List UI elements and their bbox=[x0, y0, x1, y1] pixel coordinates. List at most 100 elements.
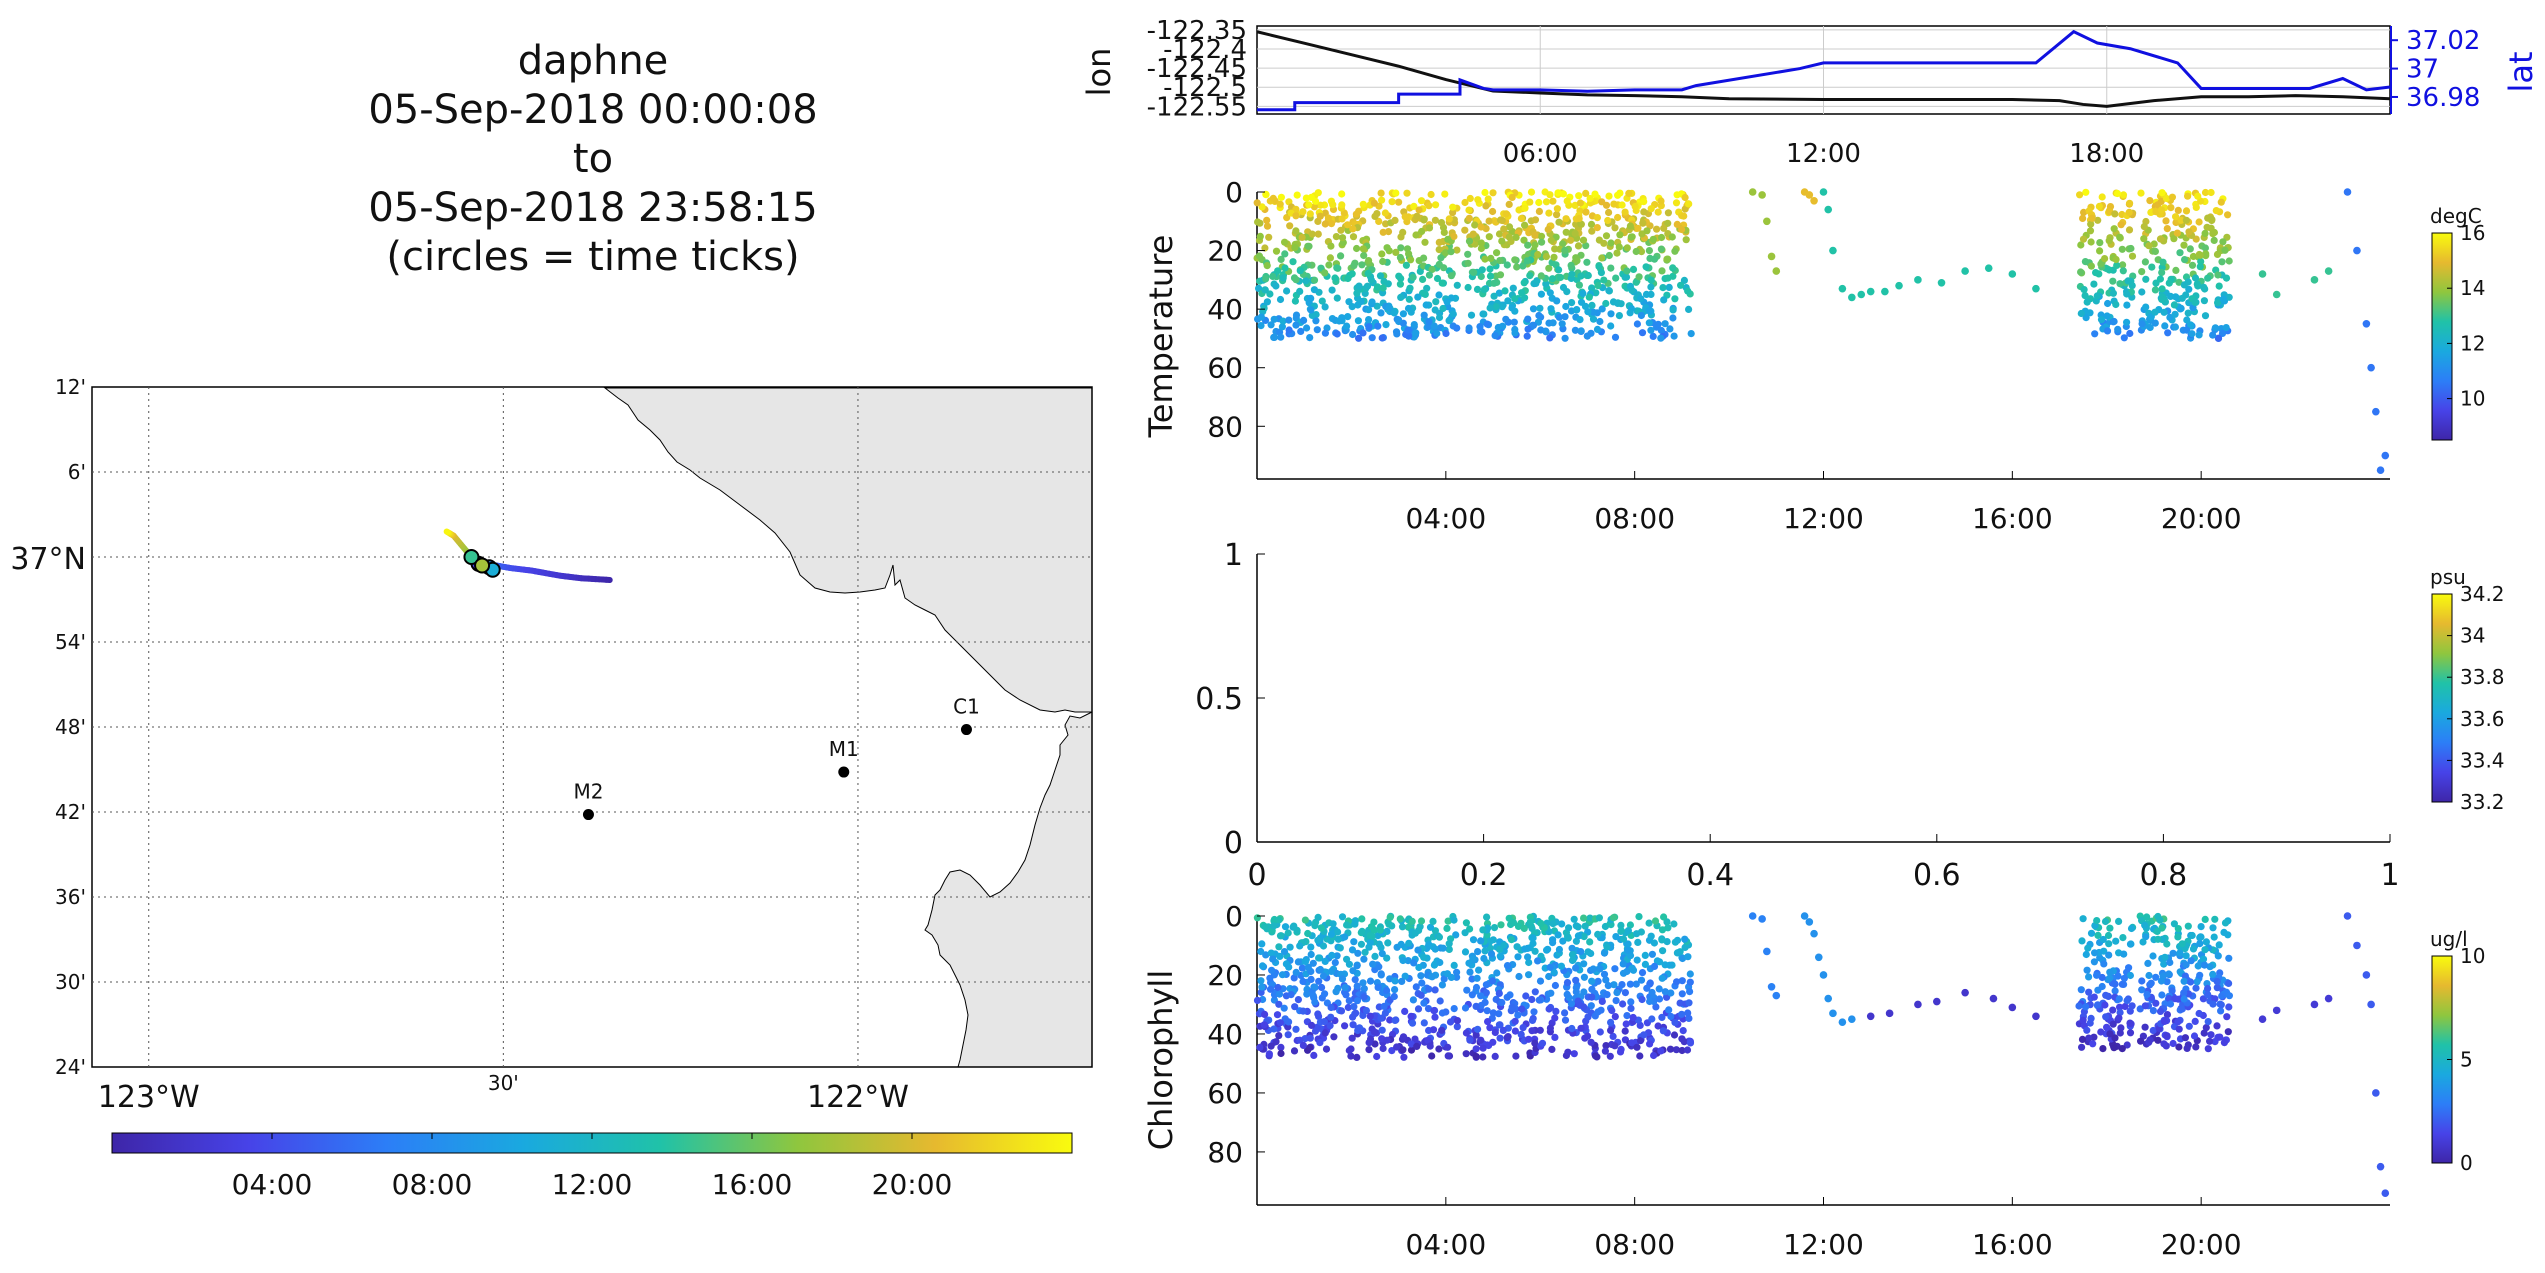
temperature-point bbox=[1440, 228, 1448, 236]
temperature-y-tick: 0 bbox=[1225, 176, 1243, 209]
chlorophyll-point bbox=[1365, 1039, 1373, 1047]
chlorophyll-point bbox=[2185, 1022, 2193, 1030]
chlorophyll-point bbox=[1258, 940, 1266, 948]
temperature-point bbox=[1318, 297, 1326, 305]
lon-axis-label: lon bbox=[1080, 48, 1118, 97]
temperature-point bbox=[2217, 198, 2225, 206]
temperature-point bbox=[1390, 309, 1398, 317]
chlorophyll-point bbox=[1657, 1047, 1665, 1055]
temperature-point bbox=[1584, 308, 1592, 316]
temperature-point bbox=[1344, 313, 1352, 321]
chlorophyll-point bbox=[1277, 1043, 1285, 1051]
chlorophyll-point bbox=[1509, 919, 1518, 927]
temperature-point bbox=[1447, 248, 1455, 256]
chlorophyll-point bbox=[1321, 990, 1329, 998]
temperature-point bbox=[1298, 233, 1306, 241]
temperature-point bbox=[1376, 272, 1385, 280]
temperature-point bbox=[1405, 332, 1413, 340]
temperature-point bbox=[1523, 332, 1531, 340]
temperature-point bbox=[1409, 273, 1417, 281]
chlorophyll-point bbox=[2176, 949, 2184, 957]
chlorophyll-axis-label: Chlorophyll bbox=[1142, 970, 1180, 1150]
chlorophyll-point bbox=[1414, 946, 1422, 954]
chlorophyll-point bbox=[1435, 1045, 1443, 1053]
chlorophyll-point bbox=[1658, 936, 1666, 944]
chlorophyll-point bbox=[1341, 983, 1349, 992]
temperature-point bbox=[1848, 293, 1856, 302]
chlorophyll-point bbox=[1536, 1026, 1544, 1034]
chlorophyll-point bbox=[1327, 1013, 1335, 1021]
temperature-point bbox=[1647, 326, 1655, 334]
temperature-point bbox=[1614, 213, 1622, 222]
chlorophyll-point bbox=[2196, 971, 2204, 979]
temperature-point bbox=[1324, 214, 1332, 222]
chlorophyll-point bbox=[1866, 1012, 1875, 1021]
temperature-point bbox=[1681, 193, 1689, 202]
chlorophyll-point bbox=[1646, 1040, 1654, 1048]
temperature-point bbox=[1573, 257, 1581, 265]
chlorophyll-point bbox=[1584, 1013, 1592, 1021]
temperature-point bbox=[2174, 206, 2182, 214]
chlorophyll-point bbox=[1399, 1046, 1407, 1054]
temperature-point bbox=[1517, 214, 1525, 223]
temperature-point bbox=[1492, 302, 1500, 311]
temperature-point bbox=[2091, 330, 2099, 338]
chlorophyll-point bbox=[1294, 958, 1302, 966]
map-lat-tick: 37°N bbox=[10, 542, 86, 577]
chlorophyll-point bbox=[1371, 1040, 1379, 1048]
chlorophyll-point bbox=[1580, 973, 1588, 981]
chlorophyll-point bbox=[1435, 933, 1443, 941]
map-lat-tick: 36' bbox=[55, 885, 86, 909]
temperature-point bbox=[2098, 193, 2106, 201]
chlorophyll-point bbox=[1425, 985, 1433, 993]
chlorophyll-point bbox=[2258, 1015, 2267, 1024]
temperature-point bbox=[1547, 305, 1555, 313]
temperature-point bbox=[1511, 329, 1519, 337]
chlorophyll-point bbox=[1772, 991, 1781, 1000]
chlorophyll-point bbox=[2154, 912, 2162, 921]
chlorophyll-point bbox=[1538, 1039, 1547, 1047]
chlorophyll-point bbox=[2153, 927, 2161, 936]
temperature-point bbox=[1417, 197, 1426, 205]
temperature-point bbox=[1937, 278, 1946, 287]
chlorophyll-point bbox=[1522, 992, 1530, 1000]
temperature-point bbox=[1553, 211, 1561, 219]
temperature-point bbox=[1680, 212, 1688, 220]
temperature-point bbox=[2123, 318, 2131, 326]
chlorophyll-point bbox=[1329, 920, 1337, 928]
chlorophyll-point bbox=[1420, 953, 1428, 961]
temperature-point bbox=[2172, 293, 2180, 301]
chlorophyll-point bbox=[1529, 939, 1537, 948]
chlorophyll-point bbox=[1588, 977, 1596, 985]
temperature-point bbox=[1365, 306, 1373, 314]
chlorophyll-point bbox=[1619, 1000, 1627, 1008]
temperature-point bbox=[1467, 311, 1476, 319]
chlorophyll-point bbox=[1548, 1045, 1556, 1053]
temperature-point bbox=[1529, 321, 1538, 329]
chlorophyll-point bbox=[1285, 1018, 1293, 1026]
chlorophyll-point bbox=[2149, 1026, 2157, 1035]
chlorophyll-point bbox=[2138, 977, 2146, 985]
temperature-point bbox=[2152, 279, 2160, 287]
temperature-point bbox=[1520, 279, 1528, 287]
chlorophyll-point bbox=[1686, 978, 1694, 986]
temperature-point bbox=[1568, 270, 1576, 278]
temperature-point bbox=[1568, 299, 1576, 307]
chlorophyll-point bbox=[1386, 975, 1394, 983]
temperature-point bbox=[1576, 199, 1584, 207]
temperature-point bbox=[1623, 244, 1631, 252]
temperature-point bbox=[1307, 294, 1315, 302]
temperature-point bbox=[1296, 267, 1304, 275]
temperature-point bbox=[2177, 304, 2185, 312]
temperature-point bbox=[1332, 233, 1340, 241]
temperature-point bbox=[1277, 333, 1285, 341]
chlorophyll-point bbox=[1414, 1005, 1423, 1013]
temperature-point bbox=[2126, 199, 2134, 207]
temperature-point bbox=[1465, 324, 1473, 332]
temperature-point bbox=[2185, 285, 2193, 293]
chlorophyll-point bbox=[1767, 982, 1776, 991]
temperature-point bbox=[2194, 192, 2202, 200]
temperature-point bbox=[2096, 247, 2104, 255]
temperature-point bbox=[1449, 209, 1457, 217]
temperature-point bbox=[1484, 195, 1492, 203]
